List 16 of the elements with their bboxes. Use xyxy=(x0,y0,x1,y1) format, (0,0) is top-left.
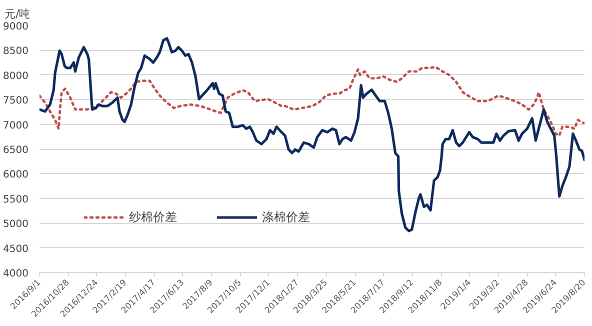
line-series xyxy=(40,66,584,137)
y-tick-label: 4000 xyxy=(3,268,29,280)
y-tick-label: 7500 xyxy=(3,96,29,107)
legend-label: 涤棉价差 xyxy=(262,208,310,226)
y-tick-label: 9000 xyxy=(3,22,29,32)
y-axis-title: 元/吨 xyxy=(4,8,30,20)
y-tick-label: 7000 xyxy=(3,120,29,132)
y-tick-label: 6500 xyxy=(3,145,29,156)
y-tick-label: 8000 xyxy=(3,70,29,82)
y-tick-label: 5000 xyxy=(3,219,29,230)
y-tick-label: 5500 xyxy=(3,194,29,206)
y-tick-label: 6000 xyxy=(3,170,29,181)
line-series xyxy=(40,37,584,232)
y-tick-label: 4500 xyxy=(3,244,29,255)
y-tick-label: 8500 xyxy=(3,46,29,58)
legend-label: 纱棉价差 xyxy=(129,208,177,226)
